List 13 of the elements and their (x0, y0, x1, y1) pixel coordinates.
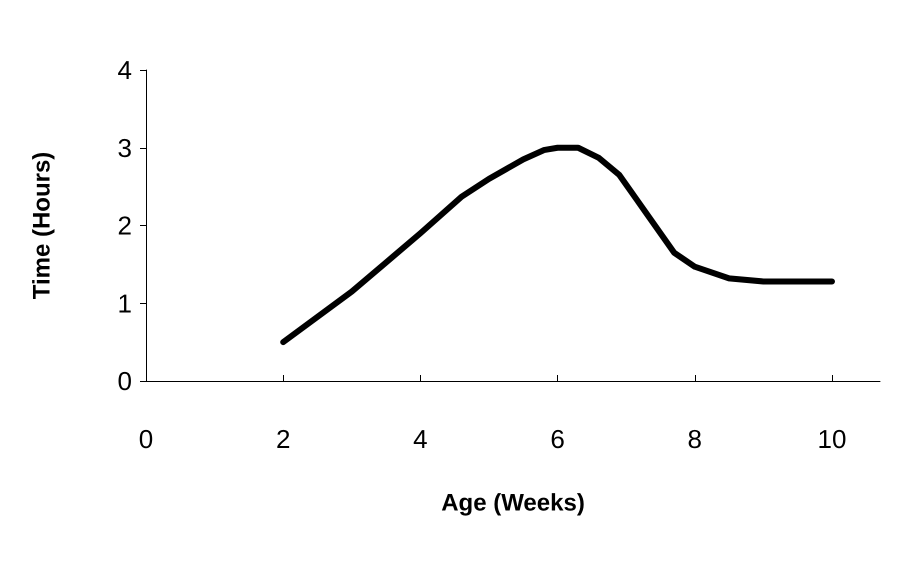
x-tick-label: 6 (550, 424, 565, 454)
x-tick-label: 0 (138, 424, 154, 454)
y-axis-title: Time (Hours) (28, 152, 56, 300)
y-tick-label: 3 (118, 132, 132, 163)
y-tick-label: 2 (118, 210, 132, 240)
y-tick-label: 0 (118, 366, 132, 396)
x-tick-label: 8 (688, 424, 702, 454)
y-tick-label: 4 (118, 55, 132, 85)
x-tick-label: 4 (413, 424, 428, 454)
y-tick-label: 1 (118, 288, 132, 318)
x-tick-label: 2 (276, 424, 290, 454)
x-tick-label: 10 (818, 424, 846, 454)
x-axis-title: Age (Weeks) (441, 490, 585, 516)
